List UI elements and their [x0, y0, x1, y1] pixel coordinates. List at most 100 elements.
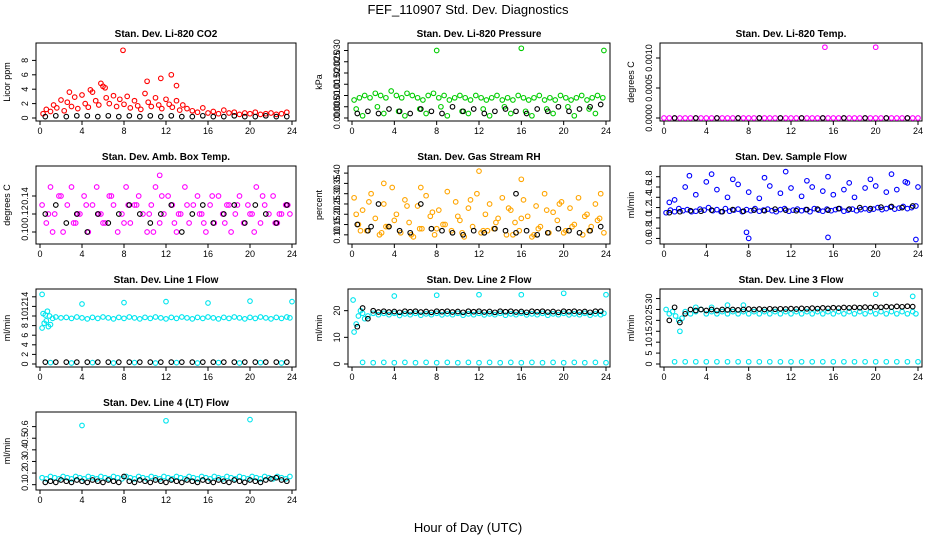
- data-point: [58, 193, 64, 199]
- data-point: [283, 202, 290, 208]
- x-tick-label: 4: [392, 126, 397, 136]
- data-point: [47, 184, 54, 190]
- data-point: [529, 112, 535, 119]
- plot-frame: [35, 42, 297, 122]
- data-point: [73, 359, 80, 365]
- data-point: [913, 203, 919, 209]
- data-point: [45, 211, 52, 217]
- data-point: [893, 186, 900, 193]
- y-tick-label: 0.35: [332, 175, 342, 193]
- data-point: [513, 108, 519, 115]
- data-point: [39, 202, 45, 208]
- data-point: [412, 308, 419, 315]
- data-point: [581, 359, 588, 366]
- data-point: [257, 479, 264, 486]
- data-point: [134, 102, 141, 109]
- data-point: [224, 202, 230, 208]
- data-point: [672, 313, 679, 319]
- data-point: [507, 359, 514, 366]
- data-point: [772, 306, 778, 313]
- x-tick-label: 4: [79, 126, 84, 136]
- data-point: [63, 220, 70, 226]
- data-point: [701, 207, 708, 213]
- data-point: [110, 202, 117, 208]
- data-point: [809, 310, 816, 317]
- data-point: [354, 221, 361, 228]
- data-point: [878, 304, 884, 311]
- data-points: [351, 168, 607, 240]
- data-point: [536, 92, 543, 99]
- data-point: [199, 359, 206, 365]
- data-point: [756, 306, 763, 312]
- data-point: [576, 311, 583, 318]
- data-point: [74, 105, 81, 112]
- figure-title: FEF_110907 Std. Dev. Diagnostics: [367, 2, 569, 17]
- data-point: [872, 358, 879, 365]
- data-point: [856, 304, 863, 311]
- data-point: [417, 201, 424, 207]
- data-point: [163, 298, 169, 305]
- data-point: [68, 103, 75, 110]
- data-point: [682, 184, 689, 190]
- data-point: [215, 359, 222, 366]
- data-point: [529, 311, 535, 317]
- data-point: [698, 208, 704, 215]
- data-point: [531, 231, 537, 238]
- data-point: [407, 110, 414, 117]
- x-tick-label: 16: [203, 372, 213, 382]
- y-tick-label: 0.8: [644, 222, 654, 235]
- data-point: [273, 474, 280, 481]
- y-tick-label: 0: [644, 361, 654, 366]
- data-point: [184, 202, 190, 208]
- chart-title: Stan. Dev. Line 4 (LT) Flow: [103, 398, 229, 409]
- data-point: [777, 190, 784, 197]
- data-point: [402, 112, 408, 119]
- data-point: [724, 302, 731, 308]
- data-point: [666, 317, 673, 324]
- data-point: [278, 110, 285, 117]
- data-point: [488, 94, 495, 101]
- data-point: [150, 229, 157, 235]
- data-point: [278, 315, 285, 322]
- y-tick-label: 0.10: [20, 223, 30, 241]
- data-point: [513, 190, 519, 197]
- data-point: [592, 308, 599, 315]
- y-axis-label: ml/min: [626, 192, 636, 219]
- data-point: [492, 309, 498, 316]
- data-point: [703, 310, 710, 317]
- data-point: [210, 315, 217, 321]
- data-point: [814, 308, 821, 315]
- data-point: [862, 115, 868, 121]
- data-point: [131, 315, 138, 321]
- x-tick-label: 24: [913, 249, 923, 259]
- data-point: [383, 94, 389, 101]
- data-point: [438, 103, 444, 110]
- data-point: [534, 106, 541, 112]
- data-point: [766, 115, 773, 121]
- data-point: [270, 193, 276, 199]
- data-point: [578, 92, 585, 99]
- data-point: [524, 213, 531, 220]
- data-point: [95, 102, 102, 108]
- x-tick-label: 20: [871, 249, 881, 259]
- data-point: [173, 82, 180, 89]
- data-point: [89, 477, 96, 483]
- y-tick-label: 0.030: [332, 39, 342, 62]
- data-point: [433, 359, 440, 366]
- data-point: [374, 103, 381, 110]
- y-tick-label: 6: [20, 333, 30, 338]
- data-point: [788, 185, 794, 191]
- data-point: [539, 310, 546, 317]
- data-point: [692, 358, 699, 365]
- y-tick-label: 8: [20, 323, 30, 328]
- data-point: [241, 479, 248, 486]
- data-point: [231, 112, 238, 119]
- data-point: [465, 359, 472, 366]
- y-axis-label: kPa: [314, 74, 324, 90]
- data-point: [205, 110, 211, 116]
- data-point: [867, 205, 874, 212]
- data-point: [544, 108, 551, 115]
- data-point: [671, 208, 678, 215]
- data-point: [173, 478, 180, 485]
- data-point: [391, 293, 398, 299]
